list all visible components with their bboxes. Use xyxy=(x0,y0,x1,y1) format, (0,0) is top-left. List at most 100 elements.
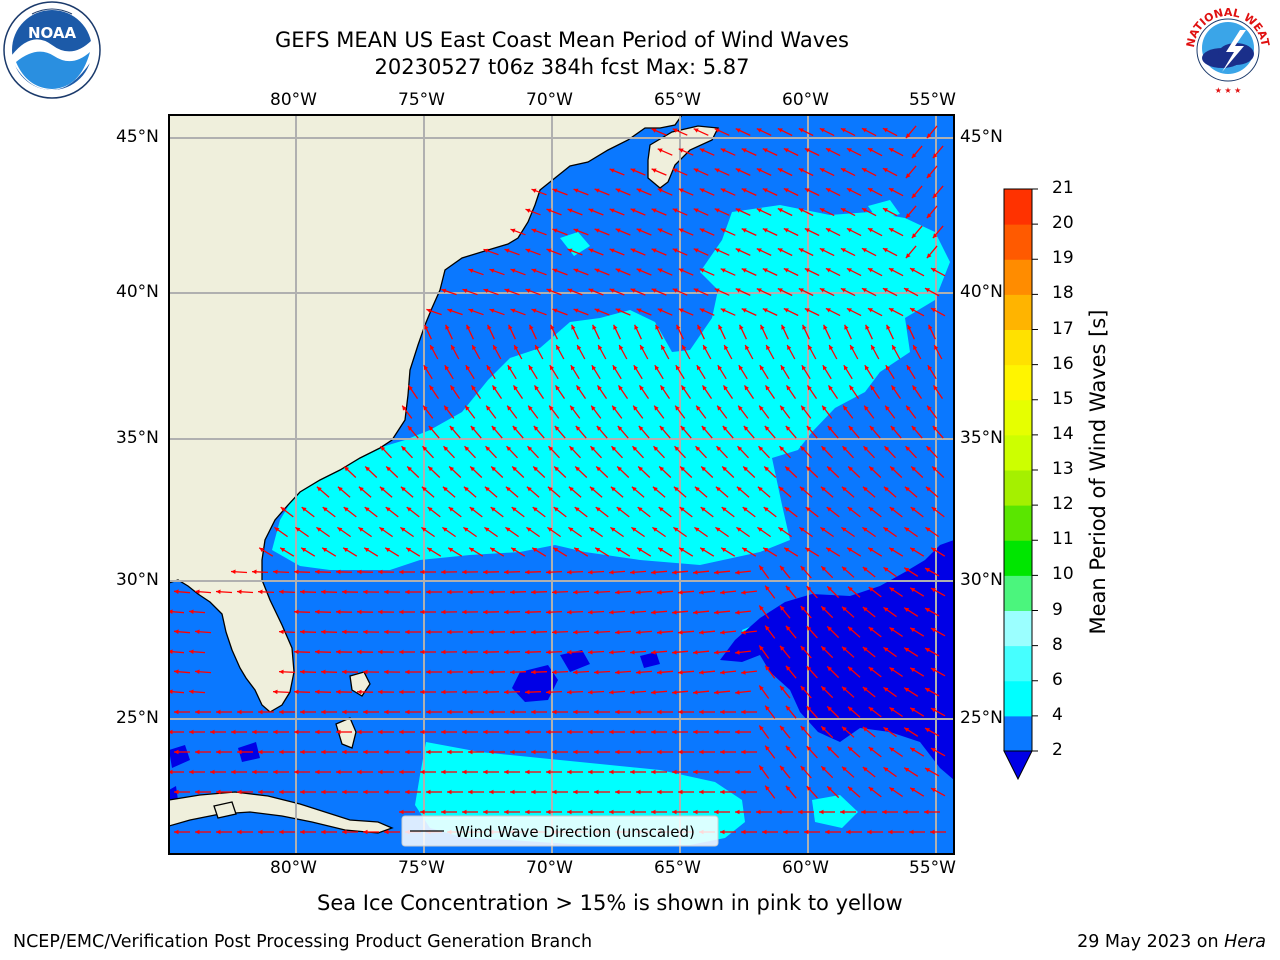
wind-wave-arrowhead xyxy=(882,168,888,173)
wind-wave-arrowhead xyxy=(363,789,368,795)
wind-wave-arrowhead xyxy=(694,527,700,532)
wind-wave-arrowhead xyxy=(573,308,579,313)
wind-wave-arrowhead xyxy=(784,507,790,512)
wind-wave-arrowhead xyxy=(742,507,748,512)
wind-wave-arrowhead xyxy=(504,288,510,293)
colorbar-tick-label: 10 xyxy=(1052,564,1074,585)
wind-wave-arrowhead xyxy=(651,288,657,293)
wind-wave-arrowhead xyxy=(932,153,938,159)
wind-wave-arrowhead xyxy=(673,527,679,532)
wind-wave-arrowhead xyxy=(619,345,624,350)
wind-wave-arrowhead xyxy=(531,789,536,795)
wind-wave-arrowhead xyxy=(280,547,286,553)
wind-wave-arrowhead xyxy=(847,507,853,512)
wind-wave-arrowhead xyxy=(337,486,343,492)
wind-wave-arrowhead xyxy=(702,385,707,391)
wind-wave-arrowhead xyxy=(279,669,284,675)
wind-wave-arrowhead xyxy=(720,590,725,595)
wind-wave-arrowhead xyxy=(405,669,410,675)
wind-wave-arrowhead xyxy=(609,809,614,815)
wind-wave-arrowhead xyxy=(252,729,257,735)
wind-wave-arrowhead xyxy=(756,128,762,133)
wind-wave-arrowhead xyxy=(862,767,868,772)
wind-wave-arrowhead xyxy=(631,486,637,492)
wind-wave-arrowhead xyxy=(840,168,846,173)
wind-wave-arrowhead xyxy=(701,425,707,431)
wind-wave-arrowhead xyxy=(693,168,699,173)
wind-wave-arrowhead xyxy=(928,324,933,330)
wind-wave-arrowhead xyxy=(301,507,307,512)
wind-wave-arrowhead xyxy=(699,268,705,273)
colorbar-tick-label: 2 xyxy=(1052,740,1063,760)
wind-wave-arrowhead xyxy=(904,727,910,732)
wind-wave-arrowhead xyxy=(447,709,452,715)
wind-wave-arrowhead xyxy=(720,268,726,273)
wind-wave-arrowhead xyxy=(595,547,601,553)
wind-wave-arrowhead xyxy=(759,765,764,771)
wind-wave-arrowhead xyxy=(800,566,806,571)
wind-wave-arrowhead xyxy=(868,787,874,792)
wind-wave-arrowhead xyxy=(594,268,600,273)
footer-date-text: 29 May 2023 on xyxy=(1077,932,1225,952)
wind-wave-arrowhead xyxy=(765,665,770,671)
wind-wave-arrowhead xyxy=(174,629,179,634)
wind-wave-arrowhead xyxy=(315,649,320,655)
wind-wave-arrowhead xyxy=(904,567,910,572)
wind-wave-arrowhead xyxy=(342,589,347,595)
wind-wave-arrowhead xyxy=(714,610,719,615)
wind-wave-arrowhead xyxy=(279,589,284,595)
wind-wave-arrowhead xyxy=(868,627,874,632)
wind-wave-arrowhead xyxy=(764,425,770,431)
wind-wave-arrowhead xyxy=(423,405,428,411)
wind-wave-arrowhead xyxy=(573,268,579,273)
wind-wave-arrowhead xyxy=(570,405,575,411)
wind-wave-arrowhead xyxy=(363,669,368,675)
wind-wave-arrowhead xyxy=(659,466,664,472)
wind-wave-arrowhead xyxy=(672,570,677,575)
wind-wave-arrowhead xyxy=(492,385,497,391)
wind-wave-arrowhead xyxy=(806,786,812,791)
wind-wave-arrowhead xyxy=(888,228,894,233)
wind-wave-arrowhead xyxy=(693,690,698,695)
wind-wave-arrowhead xyxy=(506,446,512,451)
wind-wave-arrowhead xyxy=(363,829,368,835)
wind-wave-arrowhead xyxy=(720,670,725,675)
lon-tick-top-70w: 70°W xyxy=(526,90,573,110)
wind-wave-arrowhead xyxy=(910,627,916,633)
graticule xyxy=(169,115,954,854)
wind-wave-arrowhead xyxy=(672,128,678,133)
lon-tick-bottom-70w: 70°W xyxy=(526,858,573,878)
wind-wave-arrowhead xyxy=(883,647,889,652)
wind-wave-arrowhead xyxy=(365,466,370,472)
wind-wave-arrowhead xyxy=(442,527,448,532)
wind-wave-arrowhead xyxy=(756,248,762,253)
wind-wave-arrowhead xyxy=(699,670,704,675)
wind-wave-arrowhead xyxy=(485,446,491,451)
wind-wave-arrowhead xyxy=(490,547,496,553)
wind-wave-arrowhead xyxy=(904,687,910,692)
wind-wave-arrowhead xyxy=(787,345,792,350)
wind-wave-arrowhead xyxy=(279,709,284,715)
wind-wave-arrowhead xyxy=(759,365,765,371)
wind-wave-arrowhead xyxy=(867,829,872,835)
wind-wave-arrowhead xyxy=(798,248,804,253)
wind-wave-arrowhead xyxy=(321,589,326,595)
wind-wave-arrowhead xyxy=(573,188,579,193)
wind-wave-arrowhead xyxy=(594,188,600,193)
colorbar-tick-label: 13 xyxy=(1052,459,1074,479)
wind-wave-arrowhead xyxy=(678,709,683,715)
wind-wave-arrowhead xyxy=(741,228,747,233)
wind-wave-arrowhead xyxy=(889,507,895,512)
wind-wave-arrowhead xyxy=(925,568,930,573)
wind-wave-arrowhead xyxy=(598,345,603,350)
wind-wave-arrowhead xyxy=(785,625,791,631)
wind-wave-arrowhead xyxy=(659,425,665,431)
wind-wave-arrowhead xyxy=(363,709,368,715)
wind-wave-arrowhead xyxy=(466,324,471,330)
wind-wave-arrowhead xyxy=(783,308,789,313)
wind-wave-arrowhead xyxy=(672,809,677,815)
wind-wave-arrowhead xyxy=(483,288,489,293)
wind-wave-arrowhead xyxy=(531,749,536,755)
wind-wave-arrowhead xyxy=(882,809,887,815)
wind-wave-arrowhead xyxy=(174,589,179,594)
